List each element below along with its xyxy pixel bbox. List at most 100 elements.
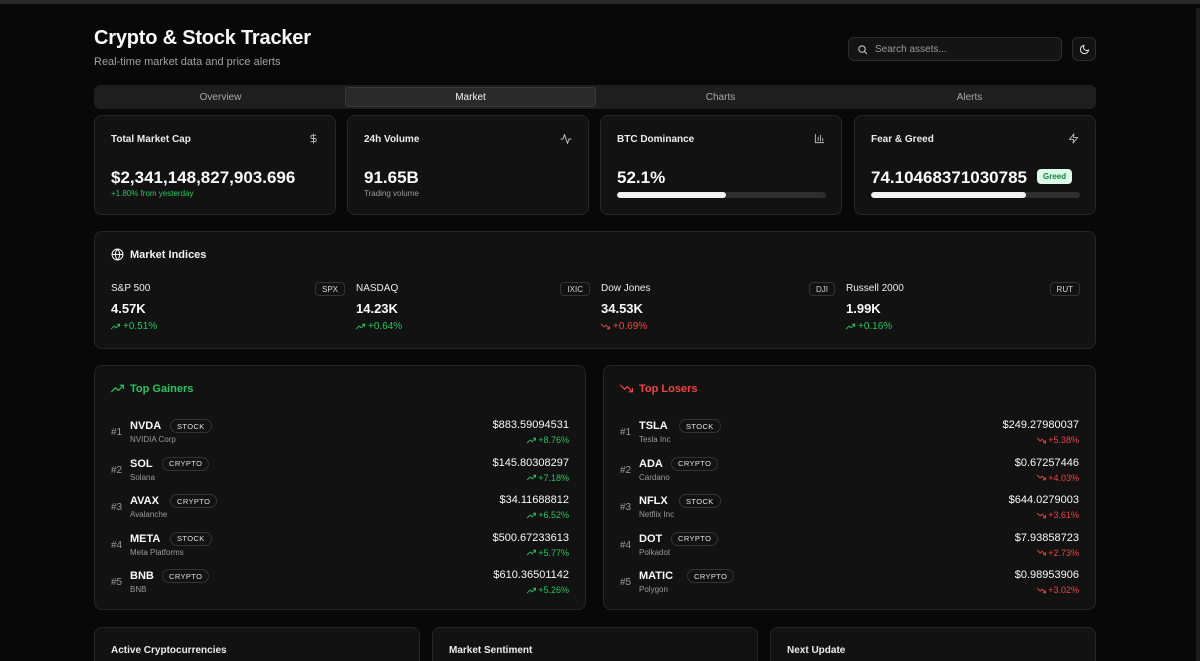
top-gainers-title: Top Gainers	[130, 382, 194, 395]
mover-symbol: TSLA	[639, 420, 668, 432]
mover-rank: #5	[620, 577, 632, 588]
mover-price: $500.67233613	[492, 531, 569, 544]
mover-price: $34.11688812	[499, 494, 569, 506]
mover-change: +6.52%	[527, 510, 569, 520]
mover-change-value: +8.76%	[538, 435, 569, 445]
mover-change-value: +3.02%	[1048, 585, 1079, 595]
mover-symbol: BNB	[130, 570, 154, 582]
index-change-value: +0.16%	[858, 321, 893, 332]
mover-row[interactable]: #3 NFLX STOCK Netflix Inc $644.0279003 +3.61%	[620, 491, 1079, 529]
page-title: Crypto & Stock Tracker	[94, 27, 311, 49]
index-item: NASDAQ IXIC 14.23K +0.64%	[356, 282, 590, 334]
theme-toggle-button[interactable]	[1072, 37, 1096, 61]
index-change-value: +0.69%	[613, 321, 648, 332]
tab-charts[interactable]: Charts	[705, 91, 736, 103]
tab-alerts[interactable]: Alerts	[956, 91, 983, 103]
mover-row[interactable]: #2 ADA CRYPTO Cardano $0.67257446 +4.03%	[620, 454, 1079, 492]
volume-value: 91.65B	[364, 168, 419, 187]
btc-dominance-title: BTC Dominance	[617, 134, 695, 145]
index-code-badge: DJI	[809, 282, 835, 296]
asset-type-badge: STOCK	[679, 494, 721, 508]
btc-dominance-value: 52.1%	[617, 168, 666, 187]
mover-name: Meta Platforms	[130, 547, 184, 557]
market-cap-value: $2,341,148,827,903.696	[111, 168, 296, 187]
mover-name: NVIDIA Corp	[130, 435, 176, 444]
market-indices-header: Market Indices	[111, 248, 206, 261]
mover-change-value: +5.38%	[1048, 435, 1079, 445]
mover-change-value: +4.03%	[1048, 472, 1079, 483]
globe-icon	[111, 248, 124, 261]
top-gainers-header: Top Gainers	[111, 382, 193, 395]
top-gainers-list: #1 NVDA STOCK NVIDIA Corp $883.59094531 +8.76…	[111, 416, 569, 604]
index-value: 1.99K	[846, 301, 881, 316]
index-change: +0.69%	[601, 321, 647, 332]
index-item: Dow Jones DJI 34.53K +0.69%	[601, 282, 835, 334]
page-subtitle: Real-time market data and price alerts	[94, 56, 281, 68]
asset-type-badge: CRYPTO	[687, 569, 735, 583]
index-value: 34.53K	[601, 301, 643, 316]
mover-price: $249.27980037	[1002, 419, 1079, 431]
btc-dominance-bar-fill	[617, 192, 726, 198]
mover-row[interactable]: #5 BNB CRYPTO BNB $610.36501142 +5.26%	[111, 566, 569, 604]
mover-change-value: +5.26%	[538, 585, 569, 595]
mover-name: Polygon	[639, 585, 668, 594]
dollar-icon	[310, 133, 317, 144]
index-code-badge: IXIC	[560, 282, 590, 296]
mover-price: $0.98953906	[1014, 569, 1079, 581]
fear-greed-badge: Greed	[1037, 169, 1073, 184]
trend-up-icon	[111, 323, 120, 330]
index-change: +0.64%	[356, 321, 402, 332]
mover-change: +2.73%	[1037, 548, 1079, 558]
market-cap-title: Total Market Cap	[111, 134, 191, 145]
mover-price: $0.67257446	[1014, 456, 1079, 469]
volume-card: 24h Volume 91.65B Trading volume	[347, 115, 589, 215]
mover-change-value: +7.18%	[538, 472, 569, 483]
index-item: Russell 2000 RUT 1.99K +0.16%	[846, 282, 1080, 334]
index-change-value: +0.64%	[368, 321, 403, 332]
tab-market[interactable]: Market	[345, 87, 596, 107]
search-box[interactable]	[848, 37, 1062, 61]
page-scrollbar[interactable]	[1196, 8, 1200, 661]
mover-name: Netflix Inc	[639, 510, 675, 519]
asset-type-badge: CRYPTO	[162, 569, 210, 583]
trend-up-icon	[527, 437, 537, 443]
mover-row[interactable]: #3 AVAX CRYPTO Avalanche $34.11688812 +6.52%	[111, 491, 569, 529]
mover-change: +7.18%	[527, 473, 569, 483]
zap-icon	[1068, 133, 1079, 144]
mover-change-value: +2.73%	[1048, 547, 1079, 558]
top-losers-card: Top Losers #1 TSLA STOCK Tesla Inc $249.2798…	[603, 365, 1096, 610]
fear-greed-title: Fear & Greed	[871, 134, 934, 145]
mover-row[interactable]: #1 TSLA STOCK Tesla Inc $249.27980037 +5.38%	[620, 416, 1079, 454]
mover-change: +3.02%	[1037, 585, 1079, 595]
mover-row[interactable]: #2 SOL CRYPTO Solana $145.80308297 +7.18%	[111, 454, 569, 492]
mover-rank: #5	[111, 577, 123, 588]
market-sentiment-card: Market Sentiment	[432, 627, 758, 661]
next-update-card: Next Update	[770, 627, 1096, 661]
market-cap-change: +1.80% from yesterday	[111, 189, 194, 198]
search-input[interactable]	[875, 43, 1055, 55]
asset-type-badge: CRYPTO	[162, 456, 210, 471]
btc-dominance-card: BTC Dominance 52.1%	[600, 115, 842, 215]
mover-row[interactable]: #5 MATIC CRYPTO Polygon $0.98953906 +3.02%	[620, 566, 1079, 604]
mover-row[interactable]: #4 DOT CRYPTO Polkadot $7.93858723 +2.73%	[620, 529, 1079, 567]
fear-greed-card: Fear & Greed 74.10468371030785 Greed	[854, 115, 1096, 215]
mover-row[interactable]: #4 META STOCK Meta Platforms $500.67233613 +5…	[111, 529, 569, 567]
market-indices-title: Market Indices	[130, 248, 207, 261]
asset-type-badge: CRYPTO	[671, 456, 719, 471]
mover-name: BNB	[130, 585, 147, 594]
activity-icon	[560, 134, 572, 144]
trend-down-icon	[1037, 437, 1047, 443]
top-losers-title: Top Losers	[639, 382, 698, 395]
mover-price: $145.80308297	[492, 456, 569, 469]
mover-change: +3.61%	[1037, 510, 1079, 520]
mover-symbol: NFLX	[639, 495, 668, 507]
tab-overview[interactable]: Overview	[199, 91, 242, 103]
mover-change-value: +6.52%	[538, 510, 569, 520]
fear-greed-bar	[871, 192, 1080, 198]
mover-change: +5.26%	[527, 585, 569, 595]
mover-change-value: +5.77%	[538, 547, 569, 558]
mover-symbol: MATIC	[639, 570, 674, 582]
mover-rank: #4	[111, 539, 123, 551]
mover-rank: #4	[620, 539, 632, 551]
mover-row[interactable]: #1 NVDA STOCK NVIDIA Corp $883.59094531 +8.76…	[111, 416, 569, 454]
